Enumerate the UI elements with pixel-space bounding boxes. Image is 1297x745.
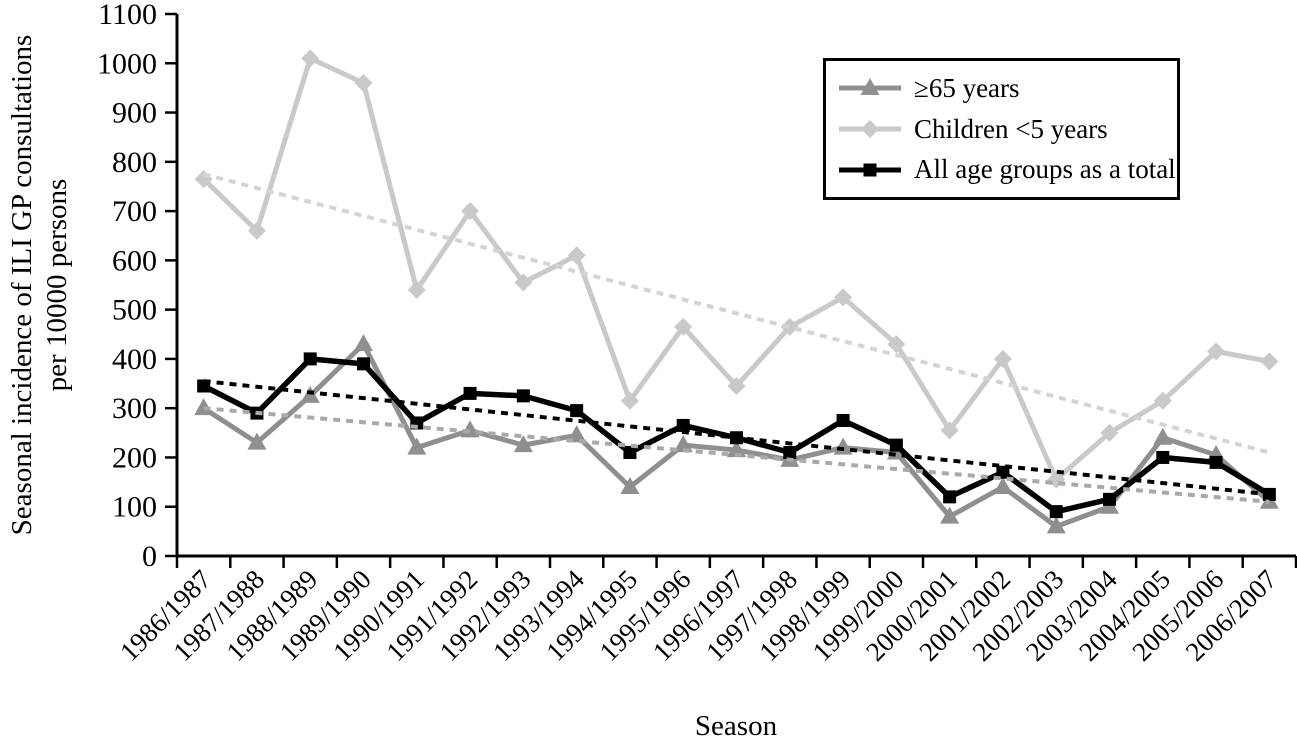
marker-diamond [674,317,693,336]
marker-triangle [1046,516,1066,534]
trendline-dashed [203,406,1270,504]
y-tick-label: 300 [112,392,157,425]
marker-triangle [460,420,480,438]
marker-diamond [861,120,879,138]
marker-triangle [620,477,640,495]
marker-triangle [567,425,587,443]
marker-diamond [727,377,746,396]
marker-square [1103,492,1116,506]
trendline-dashed [203,379,1270,497]
marker-diamond [247,221,266,240]
marker-diamond [620,391,639,410]
marker-diamond [461,202,480,221]
marker-diamond [1153,391,1172,410]
marker-square [863,163,877,177]
marker-square [463,386,477,400]
marker-triangle [513,435,533,453]
marker-diamond [1100,423,1119,442]
y-tick-label: 400 [112,343,157,376]
marker-diamond [1260,352,1279,371]
legend-label: Children <5 years [914,113,1108,144]
legend-box: ≥65 years Children <5 years All age grou… [823,58,1180,200]
marker-triangle [247,432,267,450]
y-tick-label: 100 [112,491,157,524]
marker-triangle [354,334,373,352]
marker-square [783,446,797,460]
y-tick-label: 200 [112,441,157,474]
y-axis-title-line1: Seasonal incidence of ILI GP consultatio… [6,34,38,536]
marker-triangle [1153,427,1173,445]
marker-square [623,446,637,460]
marker-square [889,438,903,452]
marker-triangle [993,477,1013,495]
marker-diamond [993,349,1012,368]
marker-square [1049,505,1063,519]
marker-triangle [407,437,427,455]
legend-marker-diamond-icon [839,120,901,138]
legend-item-65-years: ≥65 years [826,73,1177,104]
y-tick-label: 0 [142,540,157,573]
marker-diamond [1207,342,1226,361]
marker-diamond [567,246,586,265]
y-tick-label: 700 [112,195,157,228]
y-tick-label: 500 [112,294,157,327]
legend-item-children-under-5: Children <5 years [826,114,1177,145]
marker-diamond [354,73,373,92]
y-tick-label: 1000 [97,47,157,80]
y-tick-label: 800 [112,146,157,179]
legend-marker-triangle-icon [839,78,901,96]
marker-diamond [940,421,959,440]
legend-marker-square-icon [839,163,901,177]
marker-diamond [407,280,426,299]
marker-diamond [301,49,320,68]
marker-square [516,389,530,403]
y-tick-label: 1100 [98,0,157,31]
marker-triangle [673,435,693,453]
marker-triangle [727,440,746,458]
marker-diamond [834,288,853,307]
marker-square [1156,450,1170,464]
marker-square [357,357,370,371]
legend-item-all-age-groups: All age groups as a total [826,154,1177,185]
legend-label: All age groups as a total [914,154,1176,185]
y-tick-label: 600 [112,244,157,277]
marker-square [943,490,957,504]
marker-square [1209,455,1223,469]
marker-square [676,418,690,432]
marker-diamond [887,335,906,354]
marker-square [836,414,850,427]
marker-diamond [514,273,533,292]
marker-triangle [194,398,214,416]
marker-square [303,352,317,366]
y-tick-label: 900 [112,97,157,130]
y-axis-title: Seasonal incidence of ILI GP consultatio… [4,0,76,595]
marker-diamond [780,317,799,336]
marker-square [996,465,1010,479]
marker-square [570,404,584,418]
marker-triangle [940,506,960,524]
x-axis-title: Season [694,710,778,742]
legend-label: ≥65 years [914,72,1020,103]
y-axis-title-line2: per 10000 persons [41,178,73,392]
marker-triangle [860,78,880,96]
trendline-dashed [203,172,1270,455]
